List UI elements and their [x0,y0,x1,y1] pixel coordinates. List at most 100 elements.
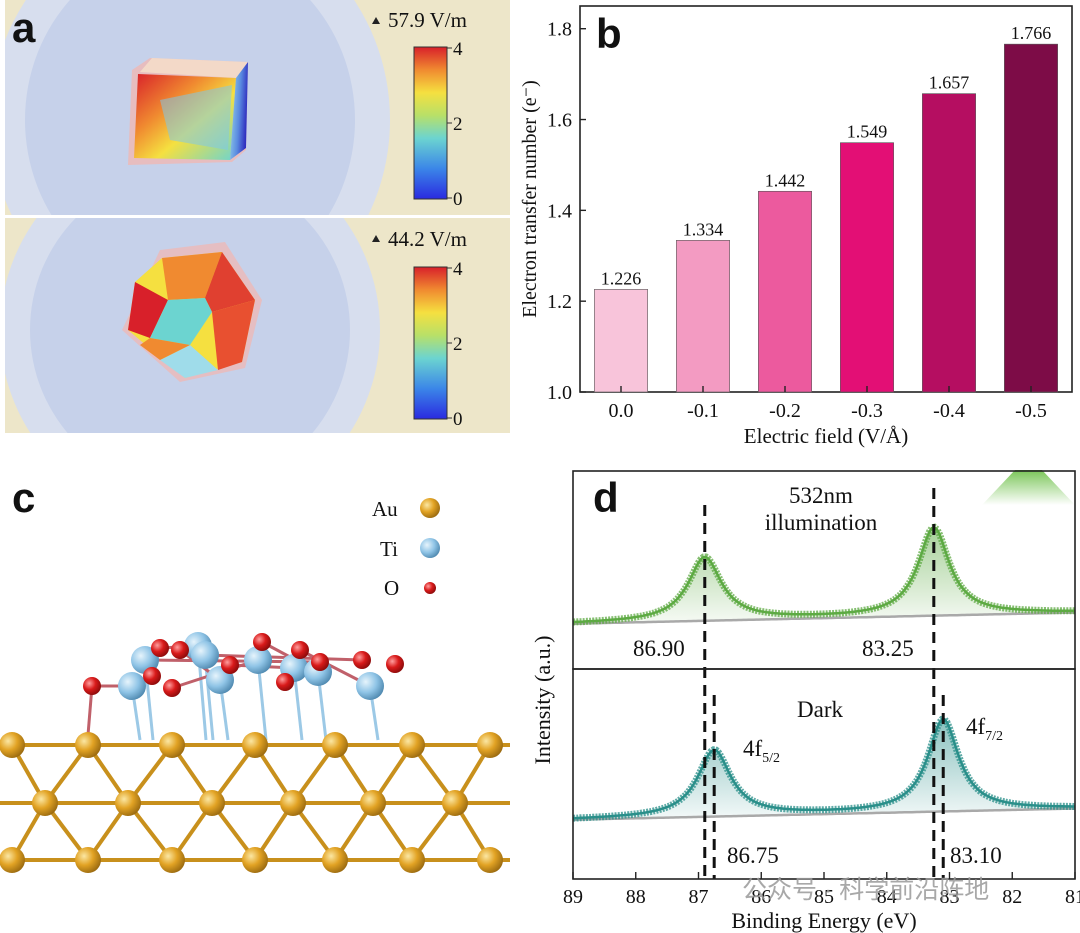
xps-bottom-spectrum [573,715,1075,822]
au-atom [322,847,348,873]
ti-o-bond [204,653,363,662]
o-atom [311,653,329,671]
orbital-right-sub: 7/2 [985,729,1003,744]
au-atom [0,732,25,758]
xps-top-peak-left: 86.90 [633,636,685,661]
panel-d: d 89 88 87 86 85 84 83 82 81 532nm illumination … [530,470,1080,933]
colorbar-top-tick: 2 [453,114,463,135]
o-atom [151,639,169,657]
bar-value-label: 1.226 [601,268,642,288]
x-tick-label: -0.1 [687,400,719,422]
au-atom [322,732,348,758]
cube-right-face [230,62,248,160]
au-atom [242,847,268,873]
au-atom [360,790,386,816]
legend-au-icon [420,498,440,518]
light-beam-icon [982,470,1075,505]
max-marker-icon [372,235,380,242]
bar [1004,43,1058,393]
x-tick-label: 86 [751,886,771,908]
watermark: 公众号 · 科学前沿阵地 [742,876,989,904]
y-tick-label: 1.4 [547,200,572,222]
panel-b: b 1.0 1.2 1.4 1.6 1.8 1.226 0.0 1.334 -0.1 1.442 -… [519,5,1073,448]
xps-plot: 89 88 87 86 85 84 83 82 81 [563,488,1080,908]
x-axis-label: Electric field (V/Å) [744,424,908,448]
ti-atom [118,672,146,700]
bar [676,240,730,393]
background-line [573,807,1075,821]
bar-value-label: 1.549 [847,122,888,142]
colorbar-bottom-tick: 0 [453,409,463,430]
xps-orbital-left: 4f5/2 [743,736,780,766]
peak-fill [573,527,1075,624]
xps-bottom-peak-right: 83.10 [950,843,1002,868]
o-atom [221,656,239,674]
au-atom [477,732,503,758]
o-atom [353,651,371,669]
colorbar-top-max: 57.9 V/m [388,8,467,32]
atomic-structure [0,632,510,873]
plot-frame [579,5,1073,393]
panel-a-label: a [12,4,36,51]
x-tick-label: 82 [1002,886,1022,908]
xps-bottom-peak-left: 86.75 [727,843,779,868]
bar [758,190,812,393]
x-tick-label: 85 [814,886,834,908]
bar-value-label: 1.334 [683,219,724,239]
colorbar-top-gradient [413,46,448,200]
orbital-left-sub: 5/2 [762,751,780,766]
xps-xlabel: Binding Energy (eV) [731,908,916,933]
au-atom [399,847,425,873]
y-axis-label: Electron transfer number (e⁻) [519,80,541,318]
panel-a: a 57.9 V/m 4 2 0 44.2 V/m 4 2 0 [5,0,510,433]
au-atom [159,847,185,873]
peak-fill [573,719,1075,820]
x-tick-label: -0.3 [851,400,883,422]
colorbar-bottom-tick: 2 [453,334,463,355]
xps-top-title-2: illumination [765,510,878,535]
x-tick-label: 88 [626,886,646,908]
x-tick-label: 89 [563,886,583,908]
au-atom [32,790,58,816]
o-atom [386,655,404,673]
legend-ti-icon [420,538,440,558]
bar [840,142,894,393]
bar [594,289,648,393]
o-atom [83,677,101,695]
fit-curve [573,525,1075,624]
xps-ylabel: Intensity (a.u.) [530,636,555,765]
ti-atom [191,641,219,669]
au-atom [159,732,185,758]
bar-value-label: 1.442 [765,170,806,190]
colorbar-top: 57.9 V/m 4 2 0 [372,8,467,210]
legend-au-label: Au [372,497,398,521]
xps-orbital-right: 4f7/2 [966,714,1003,744]
background-line [573,611,1075,625]
legend-o-icon [424,582,436,594]
o-atom [143,667,161,685]
x-tick-label: -0.4 [933,400,965,422]
au-atom [115,790,141,816]
panel-a-bottom-sim [5,218,510,433]
y-tick-label: 1.8 [547,19,572,41]
au-atom [75,847,101,873]
cube-top-face [140,58,248,78]
o-atom [291,641,309,659]
panel-d-label: d [593,474,619,521]
bar-value-label: 1.766 [1011,23,1052,43]
x-tick-label: 87 [689,886,709,908]
au-atom [280,790,306,816]
panel-a-top-sim [5,0,510,215]
au-atom [0,847,25,873]
o-atom [163,679,181,697]
ti-atom [356,672,384,700]
x-tick-label: 83 [940,886,960,908]
y-tick-label: 1.2 [547,291,572,313]
xps-bottom-title: Dark [797,697,843,722]
au-atom [75,732,101,758]
orbital-left-base: 4f [743,736,763,761]
au-atom [442,790,468,816]
legend-ti-label: Ti [380,537,398,561]
o-atom [276,673,294,691]
y-tick-label: 1.6 [547,110,572,132]
